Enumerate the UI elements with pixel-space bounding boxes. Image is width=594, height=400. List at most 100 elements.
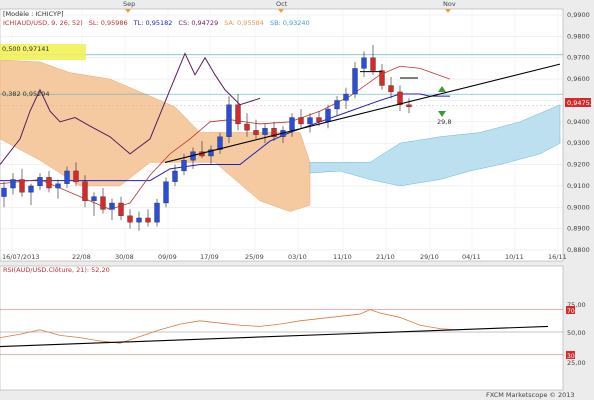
date-tick-label: 17/09	[200, 253, 219, 261]
price-tick-label: 0,9100	[567, 182, 590, 190]
legend-item: ICH(AUD/USD, 9, 26, 52)	[3, 19, 83, 27]
candle-body	[163, 181, 169, 204]
date-tick-label: 21/10	[376, 253, 395, 261]
candle-body	[316, 117, 322, 122]
fib-500-label: 0,500 0,97141	[2, 45, 50, 53]
current-price-badge	[565, 98, 591, 107]
candle-body	[118, 202, 124, 216]
candle-body	[406, 104, 412, 108]
current-price-text: 0,94753	[567, 99, 594, 107]
candle-body	[19, 179, 25, 193]
candle-body	[109, 202, 115, 210]
candle-body	[208, 149, 214, 157]
legend-item: SA: 0,95584	[224, 19, 264, 27]
trend-line	[164, 63, 561, 163]
candle-body	[352, 68, 358, 95]
month-marker-icon	[125, 9, 131, 13]
rsi-axis-50: 50,00	[567, 329, 586, 337]
price-tick-label: 0,9300	[567, 139, 590, 147]
candle-body	[361, 57, 367, 69]
price-tick-label: 0,9900	[567, 11, 590, 19]
candle-body	[325, 108, 331, 122]
month-label: Nov	[443, 0, 456, 8]
footer-credit: FXCM Marketscope © 2013	[486, 391, 575, 399]
candle-body	[28, 185, 34, 193]
month-marker-icon	[445, 9, 451, 13]
candle-body	[397, 91, 403, 105]
date-tick-label: 10/11	[505, 253, 524, 261]
fib-382-label: 0,382 0,95294	[2, 90, 50, 98]
rsi-panel	[0, 265, 564, 391]
date-tick-label: 03/10	[288, 253, 307, 261]
kijun-line	[0, 93, 450, 182]
candle-body	[307, 117, 313, 125]
price-tick-label: 0,9400	[567, 118, 590, 126]
month-markers: Sep Oct Nov	[123, 0, 456, 13]
rsi-line	[0, 309, 456, 344]
price-tick-label: 0,9600	[567, 75, 590, 83]
candle-body	[217, 136, 223, 150]
date-tick-label: 04/11	[462, 253, 481, 261]
legend-item: SB: 0,93240	[270, 19, 310, 27]
candle-body	[1, 187, 7, 197]
rsi-chart	[0, 309, 563, 355]
candlesticks	[1, 44, 412, 231]
model-label: [Modèle : ICHICYP]	[3, 10, 63, 18]
candle-body	[127, 215, 133, 223]
up-arrow-icon	[438, 86, 446, 92]
rsi-30-text: 30	[567, 353, 575, 360]
trend-lines	[164, 63, 561, 163]
date-tick-label: 09/09	[158, 253, 177, 261]
candle-body	[154, 202, 160, 223]
price-tick-label: 0,9200	[567, 161, 590, 169]
month-label: Oct	[276, 0, 288, 8]
candle-body	[253, 130, 259, 135]
date-tick-label: 16/07/2013	[2, 253, 39, 261]
month-marker-icon	[278, 9, 284, 13]
rsi-trend-line	[0, 325, 549, 348]
candle-body	[235, 104, 241, 125]
candle-body	[91, 196, 97, 202]
fib-500-highlight	[0, 44, 86, 60]
candle-body	[226, 104, 232, 137]
chikou-line	[0, 52, 261, 165]
date-tick-label: 22/08	[72, 253, 91, 261]
month-label: Sep	[123, 0, 135, 8]
price-tick-label: 0,8800	[567, 246, 590, 254]
candle-body	[343, 93, 349, 101]
candle-body	[100, 196, 106, 210]
candle-body	[172, 170, 178, 182]
candle-body	[136, 217, 142, 223]
price-tick-label: 0,9700	[567, 54, 590, 62]
rsi-axis-25: 25,00	[567, 359, 586, 367]
rsi-70-text: 70	[567, 308, 575, 315]
candle-body	[388, 85, 394, 93]
date-tick-label: 25/09	[245, 253, 264, 261]
candle-body	[334, 100, 340, 110]
cloud-bullish	[309, 104, 561, 187]
rsi-70-badge	[566, 306, 575, 314]
candle-body	[73, 170, 79, 182]
rsi-axis-75: 75,00	[567, 301, 586, 309]
rsi-title: RSI(AUD/USD.Clôture, 21): 52,20	[3, 266, 110, 274]
price-tick-label: 0,9000	[567, 203, 590, 211]
price-axis: 0,99000,98000,97000,96000,95000,94000,93…	[567, 11, 590, 254]
candle-body	[271, 128, 277, 137]
price-tick-label: 0,8900	[567, 225, 590, 233]
date-tick-label: 16/11	[548, 253, 567, 261]
rsi-30-badge	[566, 351, 575, 359]
candle-body	[379, 70, 385, 86]
candle-body	[289, 117, 295, 131]
date-tick-label: 11/10	[333, 253, 352, 261]
price-tick-label: 0,9800	[567, 32, 590, 40]
indicator-legend: ICH(AUD/USD, 9, 26, 52) SL: 0,95986 TL: 0,…	[3, 19, 310, 27]
down-arrow-icon	[438, 111, 446, 117]
date-tick-label: 30/08	[115, 253, 134, 261]
candle-body	[370, 57, 376, 71]
legend-item: SL: 0,95986	[89, 19, 128, 27]
date-axis: 16/07/2013 22/08 30/08 09/09 17/09 25/09 03/10…	[2, 253, 567, 261]
date-tick-label: 29/10	[420, 253, 439, 261]
candle-body	[64, 170, 70, 184]
candle-body	[145, 217, 151, 223]
